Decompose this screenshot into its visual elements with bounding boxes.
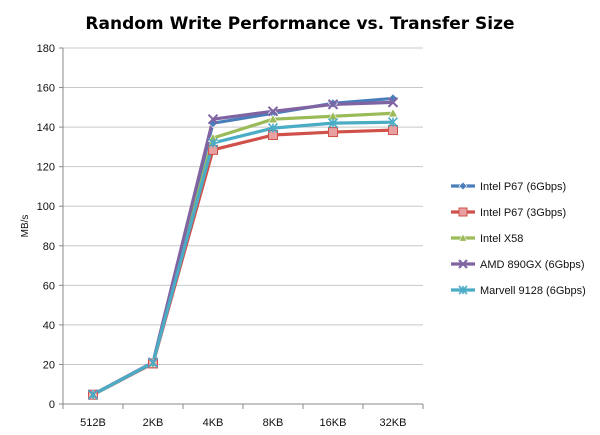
x-tick-label: 2KB — [143, 417, 164, 429]
series-line — [92, 100, 394, 396]
data-point-marker — [147, 357, 159, 368]
y-tick-label: 100 — [37, 201, 55, 213]
legend-item: AMD 890GX (6Gbps) — [451, 259, 585, 271]
y-axis-label: MB/s — [20, 215, 31, 238]
data-point-marker — [458, 207, 468, 217]
data-point-marker — [207, 113, 219, 125]
legend-item: Intel P67 (6Gbps) — [451, 181, 566, 193]
data-point-marker — [267, 123, 279, 134]
x-tick-label: 32KB — [380, 417, 407, 429]
data-point-marker — [87, 389, 99, 400]
legend-label: Intel P67 (6Gbps) — [480, 181, 566, 193]
x-tick-label: 8KB — [263, 417, 284, 429]
y-tick-label: 180 — [37, 43, 55, 55]
data-point-marker — [458, 233, 468, 242]
data-point-marker — [458, 181, 468, 191]
x-tick-label: 512B — [80, 417, 106, 429]
x-tick-label: 4KB — [203, 417, 224, 429]
data-point-marker — [327, 118, 339, 129]
legend: Intel P67 (6Gbps) Intel P67 (3Gbps) Intel … — [451, 181, 586, 297]
legend-item: Marvell 9128 (6Gbps) — [451, 285, 586, 297]
data-point-marker — [207, 137, 219, 148]
data-point-marker — [267, 114, 279, 124]
y-tick-label: 60 — [43, 280, 55, 292]
x-tick-label: 16KB — [320, 417, 347, 429]
data-point-marker — [458, 259, 468, 269]
legend-item: Intel X58 — [451, 233, 523, 245]
data-point-marker — [387, 97, 399, 108]
data-point-marker — [387, 117, 399, 128]
series-line — [92, 128, 394, 397]
data-point-marker — [328, 127, 338, 138]
y-tick-label: 160 — [37, 83, 55, 95]
chart-title: Random Write Performance vs. Transfer Si… — [85, 14, 514, 34]
legend-item: Intel P67 (3Gbps) — [451, 207, 566, 219]
series-line — [92, 120, 394, 397]
legend-label: AMD 890GX (6Gbps) — [480, 259, 585, 271]
data-point-marker — [327, 99, 339, 110]
legend-label: Intel P67 (3Gbps) — [480, 207, 566, 219]
data-point-marker — [458, 285, 468, 295]
y-tick-label: 40 — [43, 320, 55, 332]
y-tick-label: 80 — [43, 241, 55, 253]
y-tick-label: 120 — [37, 162, 55, 174]
data-point-marker — [387, 108, 399, 118]
data-point-marker — [267, 106, 279, 117]
legend-label: Intel X58 — [480, 233, 523, 245]
y-tick-label: 140 — [37, 122, 55, 134]
data-point-marker — [388, 125, 398, 136]
series-line — [92, 111, 394, 396]
plot-area: 0 20 40 60 80 100 120 140 160 180 512B 2KB 4KB 8KB 16K… — [37, 43, 424, 429]
y-tick-label: 20 — [43, 359, 55, 371]
legend-label: Marvell 9128 (6Gbps) — [480, 285, 586, 297]
y-tick-label: 0 — [49, 399, 55, 411]
